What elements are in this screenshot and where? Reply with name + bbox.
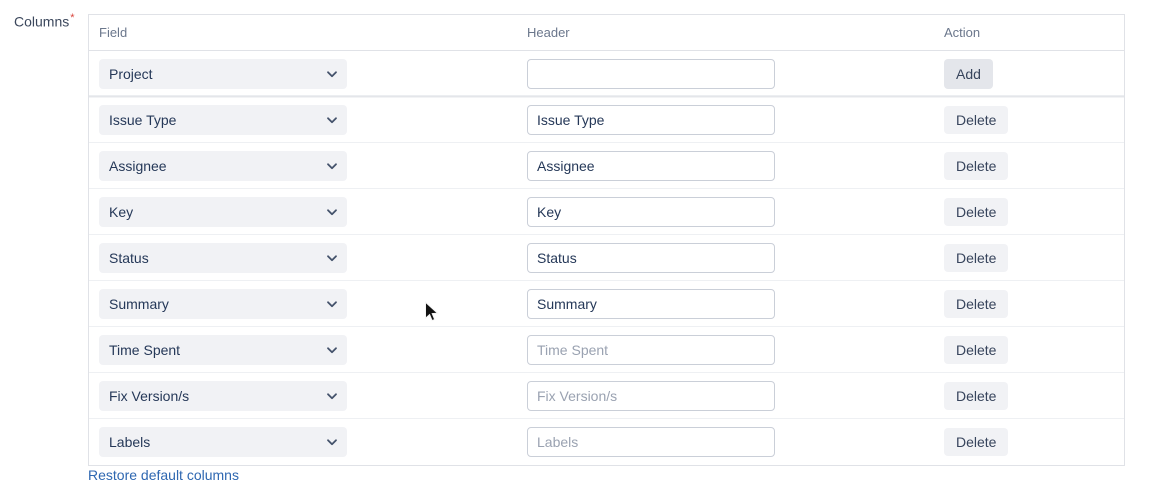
field-select[interactable]: Summary: [99, 288, 347, 319]
field-select[interactable]: Key: [99, 196, 347, 227]
chevron-down-icon: [324, 296, 340, 312]
chevron-down-icon: [324, 434, 340, 450]
chevron-down-icon: [324, 158, 340, 174]
table-row: Status Delete: [89, 235, 1124, 281]
delete-button[interactable]: Delete: [944, 335, 1009, 364]
restore-default-columns-link[interactable]: Restore default columns: [88, 467, 239, 483]
table-row: Summary Delete: [89, 281, 1124, 327]
field-select[interactable]: Project: [99, 58, 347, 89]
delete-button[interactable]: Delete: [944, 151, 1009, 180]
field-select-value: Summary: [109, 295, 169, 312]
header-input[interactable]: [527, 334, 775, 365]
field-select-value: Fix Version/s: [109, 387, 190, 404]
header-input[interactable]: [527, 242, 775, 273]
table-row: Labels Delete: [89, 419, 1124, 465]
delete-button[interactable]: Delete: [944, 197, 1009, 226]
delete-button[interactable]: Delete: [944, 105, 1009, 134]
field-select[interactable]: Issue Type: [99, 104, 347, 135]
table-row: Issue Type Delete: [89, 97, 1124, 143]
header-input[interactable]: [527, 196, 775, 227]
field-select-value: Issue Type: [109, 111, 177, 128]
header-input[interactable]: [527, 150, 775, 181]
header-input[interactable]: [527, 427, 775, 457]
field-select[interactable]: Labels: [99, 427, 347, 457]
columns-field-label: Columns*: [14, 12, 75, 30]
field-select-value: Project: [109, 65, 153, 82]
columns-config-table: Field Header Action Project Add Issue Ty…: [88, 14, 1125, 466]
delete-button[interactable]: Delete: [944, 428, 1009, 456]
chevron-down-icon: [324, 342, 340, 358]
table-row: Assignee Delete: [89, 143, 1124, 189]
table-row-add: Project Add: [89, 51, 1124, 97]
table-header-row: Field Header Action: [89, 15, 1124, 51]
column-header-header: Header: [527, 25, 570, 40]
header-input[interactable]: [527, 104, 775, 135]
chevron-down-icon: [324, 112, 340, 128]
field-select[interactable]: Fix Version/s: [99, 380, 347, 411]
header-input[interactable]: [527, 288, 775, 319]
chevron-down-icon: [324, 204, 340, 220]
required-asterisk: *: [70, 12, 75, 24]
chevron-down-icon: [324, 66, 340, 82]
field-select-value: Labels: [109, 434, 151, 450]
table-row: Fix Version/s Delete: [89, 373, 1124, 419]
delete-button[interactable]: Delete: [944, 381, 1009, 410]
column-header-field: Field: [99, 25, 128, 40]
field-select-value: Assignee: [109, 157, 167, 174]
delete-button[interactable]: Delete: [944, 289, 1009, 318]
chevron-down-icon: [324, 388, 340, 404]
field-select-value: Key: [109, 203, 134, 220]
add-button[interactable]: Add: [944, 58, 993, 89]
header-input[interactable]: [527, 380, 775, 411]
header-input[interactable]: [527, 58, 775, 89]
field-select[interactable]: Status: [99, 242, 347, 273]
delete-button[interactable]: Delete: [944, 243, 1009, 272]
chevron-down-icon: [324, 250, 340, 266]
field-select-value: Status: [109, 249, 149, 266]
field-select[interactable]: Assignee: [99, 150, 347, 181]
field-select[interactable]: Time Spent: [99, 334, 347, 365]
table-row: Key Delete: [89, 189, 1124, 235]
field-select-value: Time Spent: [109, 341, 181, 358]
table-row: Time Spent Delete: [89, 327, 1124, 373]
column-header-action: Action: [944, 25, 981, 40]
